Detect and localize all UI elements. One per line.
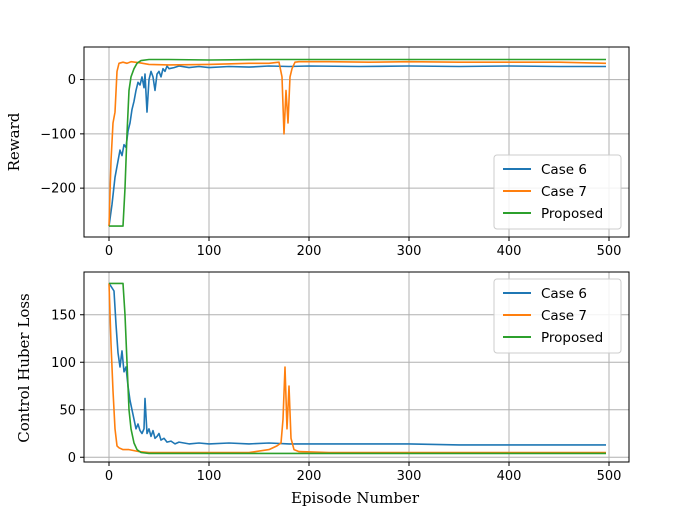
huber-x-tick-label: 300 [397, 469, 422, 484]
huber-axes-frame [83, 271, 630, 463]
reward-legend-label: Case 6 [541, 162, 587, 178]
reward-plot: 0 100 200 300 400 500 0 −100 −200 Case 6 Case 7 Pro… [40, 46, 630, 259]
huber-y-tick-label: 150 [51, 308, 76, 323]
reward-series-case-7-line [108, 60, 607, 227]
reward-legend-label: Proposed [541, 206, 603, 222]
huber-legend-label: Case 7 [541, 308, 587, 324]
reward-legend-label: Case 7 [541, 184, 587, 200]
huber-x-tick-label: 500 [597, 469, 622, 484]
huber-x-tick-label: 400 [497, 469, 522, 484]
huber-legend-label: Proposed [541, 330, 603, 346]
huber-x-tick-label: 100 [197, 469, 222, 484]
huber-y-tick-label: 0 [68, 451, 76, 466]
huber-loss-y-axis-label: Control Huber Loss [15, 293, 33, 443]
huber-loss-plot: 0 100 200 300 400 500 0 50 100 150 Case 6 Case 7 Pro… [51, 271, 630, 484]
reward-x-tick-label: 300 [397, 244, 422, 259]
reward-x-tick-label: 100 [197, 244, 222, 259]
reward-x-tick-label: 400 [497, 244, 522, 259]
reward-x-tick-label: 0 [105, 244, 113, 259]
huber-y-tick-label: 50 [59, 403, 76, 418]
reward-y-tick-label: −200 [40, 182, 76, 197]
huber-series-proposed-line [109, 282, 606, 455]
reward-legend-box [493, 154, 622, 230]
huber-x-tick-label: 200 [297, 469, 322, 484]
x-axis-label: Episode Number [291, 489, 420, 507]
huber-x-tick-label: 0 [105, 469, 113, 484]
reward-series-proposed-line [109, 58, 606, 227]
reward-y-tick-label: 0 [68, 73, 76, 88]
reward-x-tick-label: 200 [297, 244, 322, 259]
huber-legend: Case 6 Case 7 Proposed [493, 278, 622, 354]
huber-y-tick-label: 100 [51, 356, 76, 371]
reward-legend: Case 6 Case 7 Proposed [493, 154, 622, 230]
huber-legend-box [493, 278, 622, 354]
reward-x-tick-label: 500 [597, 244, 622, 259]
reward-y-tick-label: −100 [40, 127, 76, 142]
reward-axes-frame [83, 46, 630, 238]
huber-series-case-7-line [108, 283, 606, 454]
huber-legend-label: Case 6 [541, 286, 587, 302]
huber-series-case-6-line [108, 282, 606, 446]
reward-y-axis-label: Reward [5, 112, 23, 171]
